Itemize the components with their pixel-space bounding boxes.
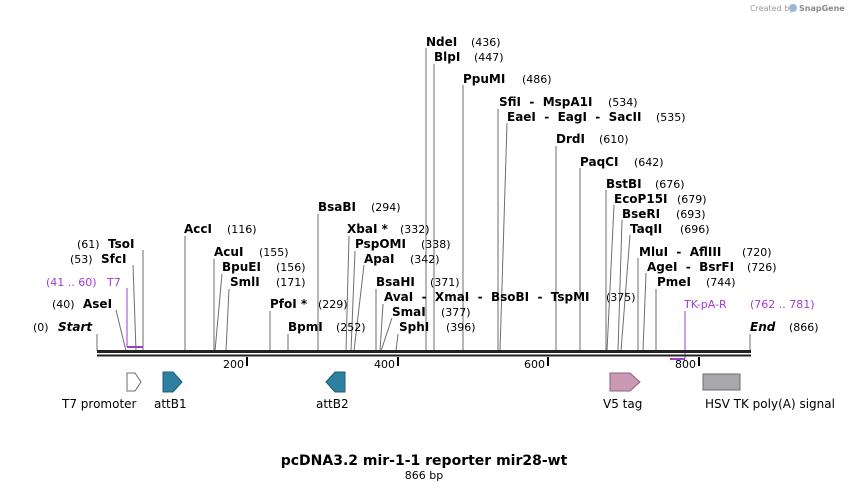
site-agei-group[interactable]: AgeI - BsrFI	[647, 260, 734, 274]
site-pos-ndei: (436)	[471, 36, 501, 49]
tick-200: 200	[223, 358, 244, 371]
site-sphi[interactable]: SphI	[399, 320, 429, 334]
site-pos-smli: (171)	[276, 276, 306, 289]
site-pspomi[interactable]: PspOMI	[355, 237, 406, 251]
site-ppumi[interactable]: PpuMI	[463, 72, 505, 86]
site-pos-bstbi: (676)	[655, 178, 685, 191]
site-pos-tsoi: (61)	[77, 238, 100, 251]
site-pos-xbai: (332)	[400, 223, 430, 236]
site-pos-eaei-group: (535)	[656, 111, 686, 124]
start-pos: (0)	[33, 321, 49, 334]
site-pos-asei: (40)	[52, 298, 75, 311]
hsv-tk-polya-box[interactable]	[702, 373, 741, 391]
site-pos-apai: (342)	[410, 253, 440, 266]
site-pos-acci: (116)	[227, 223, 257, 236]
map-title: pcDNA3.2 mir-1-1 reporter mir28-wt	[281, 453, 568, 469]
site-smli[interactable]: SmlI	[230, 275, 260, 289]
site-bsahi[interactable]: BsaHI	[376, 275, 415, 289]
site-pos-paqci: (642)	[634, 156, 664, 169]
site-pos-sphi: (396)	[446, 321, 476, 334]
site-blpi[interactable]: BlpI	[434, 50, 460, 64]
end-pos: (866)	[789, 321, 819, 334]
feature-t7-promoter: T7 promoter	[61, 397, 137, 411]
site-bstbi[interactable]: BstBI	[606, 177, 642, 191]
site-bpuei[interactable]: BpuEI	[222, 260, 261, 274]
tick-800: 800	[675, 358, 696, 371]
start-label: Start	[58, 320, 93, 334]
site-pos-sfci: (53)	[70, 253, 93, 266]
site-sfii-group[interactable]: SfiI - MspA1I	[499, 95, 592, 109]
site-bsabi[interactable]: BsaBI	[318, 200, 356, 214]
site-taqii[interactable]: TaqII	[630, 222, 662, 236]
site-pos-sfii-group: (534)	[608, 96, 638, 109]
feature-attb1: attB1	[154, 397, 187, 411]
attb1-arrow[interactable]	[162, 371, 183, 393]
site-pos-avai-group: (375)	[606, 291, 636, 304]
tick-600: 600	[524, 358, 545, 371]
site-mlui-group[interactable]: MluI - AflIII	[639, 245, 721, 259]
credit-brand: SnapGene	[799, 4, 845, 13]
site-tsoi[interactable]: TsoI	[108, 237, 134, 251]
site-bpmi[interactable]: BpmI	[288, 320, 323, 334]
features: T7 promoter attB1 attB2 V5 tag HSV TK po…	[61, 371, 835, 411]
feature-hsv-tk-polya: HSV TK poly(A) signal	[705, 397, 835, 411]
site-pos-smai: (377)	[441, 306, 471, 319]
dna-backbone	[97, 350, 751, 357]
feature-v5-tag: V5 tag	[603, 397, 642, 411]
site-pos-agei-group: (726)	[747, 261, 777, 274]
credit-prefix: Created by	[750, 4, 794, 13]
ruler: 200 400 600 800	[223, 357, 700, 371]
site-pos-blpi: (447)	[474, 51, 504, 64]
site-pos-pspomi: (338)	[421, 238, 451, 251]
primers: (41 .. 60) T7 TK-pA-R (762 .. 781)	[46, 276, 815, 360]
primer-tkpar-label[interactable]: TK-pA-R	[683, 298, 727, 311]
site-leader-lines	[96, 48, 751, 352]
site-pos-bseri: (693)	[676, 208, 706, 221]
site-pos-bpuei: (156)	[276, 261, 306, 274]
tick-400: 400	[374, 358, 395, 371]
attb2-arrow[interactable]	[325, 371, 346, 393]
site-pfoi[interactable]: PfoI *	[270, 297, 308, 311]
site-pos-pfoi: (229)	[318, 298, 348, 311]
map-length: 866 bp	[405, 469, 443, 482]
site-apai[interactable]: ApaI	[364, 252, 394, 266]
site-pos-ppumi: (486)	[522, 73, 552, 86]
site-xbai[interactable]: XbaI *	[347, 222, 389, 236]
site-ndei[interactable]: NdeI	[426, 35, 457, 49]
site-sfci[interactable]: SfcI	[101, 252, 126, 266]
site-pos-bpmi: (252)	[336, 321, 366, 334]
site-asei[interactable]: AseI	[83, 297, 112, 311]
end-label: End	[750, 320, 776, 334]
site-eaei-group[interactable]: EaeI - EagI - SacII	[507, 110, 641, 124]
site-smai[interactable]: SmaI	[392, 305, 426, 319]
site-pos-bsabi: (294)	[371, 201, 401, 214]
site-pos-bsahi: (371)	[430, 276, 460, 289]
v5-tag-arrow[interactable]	[609, 372, 641, 392]
site-pos-taqii: (696)	[680, 223, 710, 236]
site-pos-pmei: (744)	[706, 276, 736, 289]
site-avai-group[interactable]: AvaI - XmaI - BsoBI - TspMI	[384, 290, 590, 304]
site-drdi[interactable]: DrdI	[556, 132, 585, 146]
site-pos-mlui-group: (720)	[742, 246, 772, 259]
site-acci[interactable]: AccI	[184, 222, 212, 236]
site-pos-drdi: (610)	[599, 133, 629, 146]
site-pos-ecop15i: (679)	[677, 193, 707, 206]
site-ecop15i[interactable]: EcoP15I	[614, 192, 668, 206]
primer-tkpar-range: (762 .. 781)	[750, 298, 815, 311]
primer-t7-label[interactable]: T7	[106, 276, 121, 289]
snapgene-logo-icon	[789, 4, 797, 12]
primer-t7-range: (41 .. 60)	[46, 276, 97, 289]
snapgene-credit: Created by SnapGene	[750, 4, 845, 13]
site-bseri[interactable]: BseRI	[622, 207, 660, 221]
feature-attb2: attB2	[316, 397, 349, 411]
site-paqci[interactable]: PaqCI	[580, 155, 618, 169]
site-labels: (0) Start (40) AseI (53) SfcI (61) TsoI …	[33, 35, 819, 334]
site-pos-acui: (155)	[259, 246, 289, 259]
site-pmei[interactable]: PmeI	[657, 275, 691, 289]
site-acui[interactable]: AcuI	[214, 245, 243, 259]
t7-promoter-arrow[interactable]	[126, 372, 142, 392]
